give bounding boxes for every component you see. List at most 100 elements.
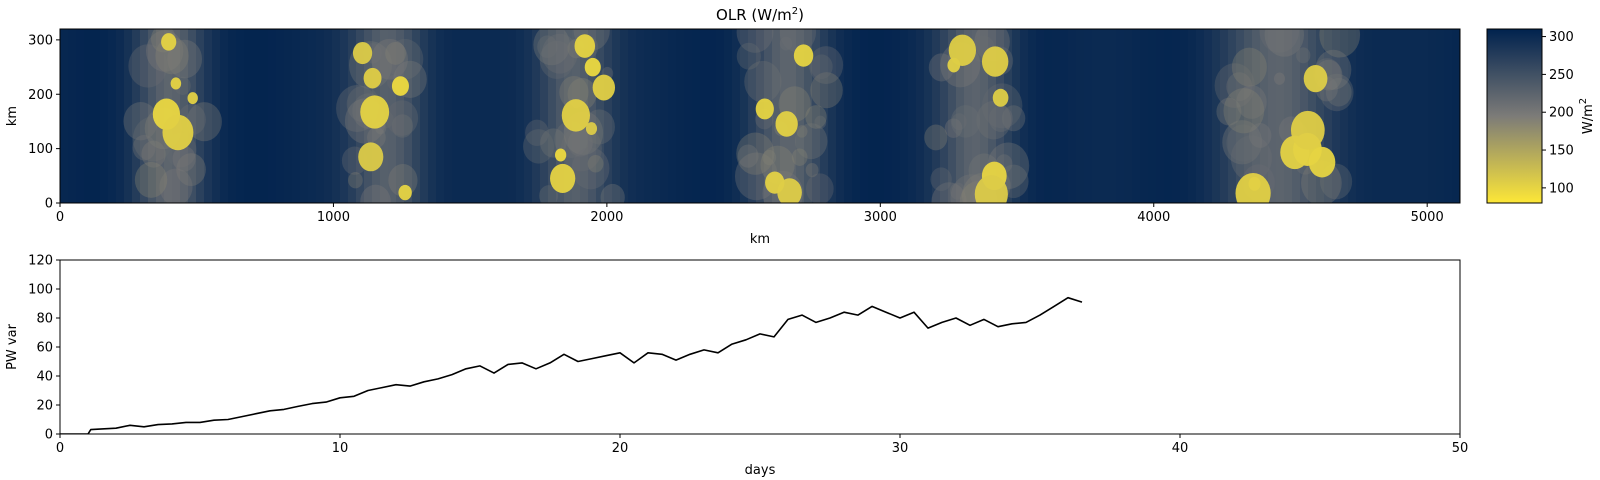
heatmap-column — [1372, 29, 1381, 203]
heatmap-column — [948, 29, 957, 203]
cloud-haze — [736, 132, 775, 175]
cloud-haze — [587, 154, 604, 173]
heatmap-column — [996, 29, 1005, 203]
cloud-haze — [1226, 124, 1260, 162]
heatmap-column — [956, 29, 965, 203]
heatmap-column — [428, 29, 437, 203]
heatmap-column — [1172, 29, 1181, 203]
heatmap-column — [1068, 29, 1077, 203]
cloud-haze — [525, 119, 549, 146]
convective-cell — [585, 122, 598, 135]
heatmap-column — [1124, 29, 1133, 203]
heatmap-column — [1244, 29, 1253, 203]
convective-cell — [170, 77, 182, 90]
heatmap-column — [860, 29, 869, 203]
cloud-haze — [371, 38, 408, 80]
cloud-haze — [1273, 72, 1286, 85]
convective-cell — [1308, 146, 1336, 178]
cloud-haze — [779, 36, 793, 51]
heatmap-column — [356, 29, 365, 203]
heatmap-column — [1012, 29, 1021, 203]
convective-cell — [948, 34, 977, 66]
x-tick-label: 20 — [612, 441, 629, 456]
heatmap-column — [684, 29, 693, 203]
convective-cell — [398, 184, 412, 201]
heatmap-x-label: km — [750, 232, 770, 247]
convective-cell — [555, 148, 567, 162]
cloud-haze — [385, 41, 406, 65]
convective-cell — [561, 99, 590, 132]
heatmap-column — [1276, 29, 1285, 203]
heatmap-column — [620, 29, 629, 203]
heatmap-column — [68, 29, 77, 203]
cloud-haze — [128, 44, 168, 88]
heatmap-column — [276, 29, 285, 203]
y-tick-label: 0 — [45, 428, 53, 443]
convective-cell — [777, 178, 802, 203]
heatmap-column — [516, 29, 525, 203]
cloud-haze — [186, 102, 222, 142]
heatmap-column — [108, 29, 117, 203]
convective-cell — [358, 142, 384, 172]
cloud-haze — [132, 134, 156, 161]
heatmap-column — [604, 29, 613, 203]
heatmap-column — [1420, 29, 1429, 203]
cloud-haze — [810, 72, 843, 109]
cloud-haze — [539, 40, 575, 80]
heatmap-column — [60, 29, 69, 203]
cloud-haze — [123, 101, 158, 141]
heatmap-column — [660, 29, 669, 203]
heatmap-column — [1204, 29, 1213, 203]
heatmap-column — [876, 29, 885, 203]
cloud-haze — [805, 105, 827, 129]
heatmap-column — [292, 29, 301, 203]
x-tick-label: 2000 — [590, 210, 623, 225]
convective-cell — [981, 46, 1009, 77]
cloud-haze — [1319, 73, 1354, 112]
convective-cell — [363, 67, 382, 89]
heatmap-column — [396, 29, 405, 203]
colorbar-tick-label: 200 — [1549, 106, 1574, 121]
cloud-haze — [796, 125, 808, 138]
cloud-haze — [1223, 88, 1265, 134]
heatmap-column — [468, 29, 477, 203]
convective-cell — [162, 114, 194, 151]
heatmap-column — [924, 29, 933, 203]
cloud-haze — [805, 173, 834, 203]
cloud-haze — [976, 100, 1012, 140]
cloud-haze — [571, 147, 610, 190]
cloud-haze — [988, 105, 1013, 133]
convective-cell — [360, 95, 390, 129]
heatmap-column — [500, 29, 509, 203]
cloud-haze — [1248, 123, 1272, 148]
heatmap-column — [556, 29, 565, 203]
heatmap-column — [812, 29, 821, 203]
heatmap-column — [436, 29, 445, 203]
heatmap-column — [100, 29, 109, 203]
cloud-haze — [1214, 63, 1255, 109]
x-tick-label: 1000 — [317, 210, 350, 225]
cloud-haze — [583, 109, 615, 145]
heatmap-column — [796, 29, 805, 203]
heatmap-column — [148, 29, 157, 203]
heatmap-column — [548, 29, 557, 203]
cloud-haze — [386, 100, 419, 136]
x-tick-label: 3000 — [864, 210, 897, 225]
x-tick-label: 0 — [56, 210, 64, 225]
y-tick-label: 120 — [28, 254, 53, 269]
heatmap-column — [1348, 29, 1357, 203]
heatmap-column — [460, 29, 469, 203]
colorbar — [1486, 28, 1543, 204]
heatmap-column — [1148, 29, 1157, 203]
line-x-label: days — [745, 463, 776, 478]
heatmap-column — [388, 29, 397, 203]
cloud-haze — [795, 123, 828, 160]
cloud-haze — [348, 172, 363, 189]
heatmap-column — [484, 29, 493, 203]
heatmap-column — [748, 29, 757, 203]
cloud-haze — [950, 105, 981, 138]
cloud-haze — [167, 39, 203, 79]
convective-cell — [584, 57, 601, 77]
cloud-haze — [1236, 85, 1267, 119]
heatmap-column — [1444, 29, 1453, 203]
